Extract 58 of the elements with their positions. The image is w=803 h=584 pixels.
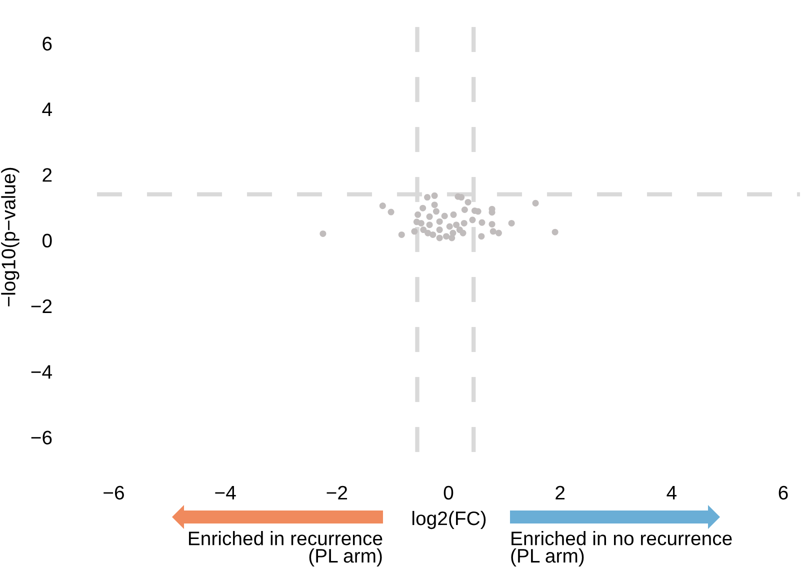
point: [532, 200, 539, 206]
point: [436, 234, 443, 242]
text: Enriched in recurrence (PL arm): [188, 531, 382, 567]
point: [508, 220, 515, 226]
point: [448, 234, 456, 242]
y-axis-title: −log10(p−value): [1, 168, 20, 306]
point: [320, 230, 326, 237]
point: [443, 233, 450, 240]
point: [460, 230, 466, 236]
point: [474, 208, 482, 215]
point: [418, 220, 424, 226]
point: [426, 222, 433, 228]
point: [424, 230, 432, 236]
point: [478, 233, 485, 240]
x-tick-label: −4: [215, 486, 236, 500]
point: [426, 213, 433, 220]
x-tick-label: −2: [326, 486, 348, 500]
y-tick-label: −2: [31, 299, 52, 313]
point: [464, 198, 472, 206]
x-tick-label: 0: [444, 486, 454, 500]
point: [490, 228, 496, 235]
point: [414, 211, 422, 218]
point: [424, 194, 431, 201]
x-tick-label: 6: [778, 486, 788, 500]
point: [436, 218, 443, 225]
point: [398, 231, 405, 238]
point: [495, 230, 502, 236]
point: [458, 194, 465, 201]
x-tick-label: 4: [666, 486, 677, 500]
y-tick-label: 4: [42, 102, 52, 116]
x-axis-title: log2(FC): [412, 510, 486, 530]
point: [420, 226, 427, 234]
point: [453, 222, 460, 228]
point: [552, 228, 558, 236]
point: [432, 208, 440, 215]
point: [431, 192, 438, 199]
point: [469, 216, 476, 224]
point: [450, 211, 457, 218]
y-tick-label: 2: [42, 168, 52, 182]
point: [461, 206, 468, 214]
point: [420, 204, 426, 212]
point: [441, 212, 448, 220]
y-tick-label: 6: [42, 36, 52, 51]
point: [488, 220, 496, 228]
x-tick-label: −6: [104, 486, 124, 500]
point: [478, 219, 486, 226]
point: [411, 228, 418, 235]
point: [431, 202, 438, 208]
y-tick-label: 0: [42, 234, 52, 248]
point: [388, 208, 394, 216]
x-tick-label: 2: [556, 486, 565, 500]
point: [446, 223, 453, 230]
point: [436, 226, 443, 234]
point: [379, 202, 386, 210]
y-tick-label: −4: [31, 365, 52, 379]
point: [460, 220, 468, 226]
text: Enriched in no recurrence (PL arm): [511, 531, 732, 567]
y-tick-label: −6: [31, 430, 52, 444]
